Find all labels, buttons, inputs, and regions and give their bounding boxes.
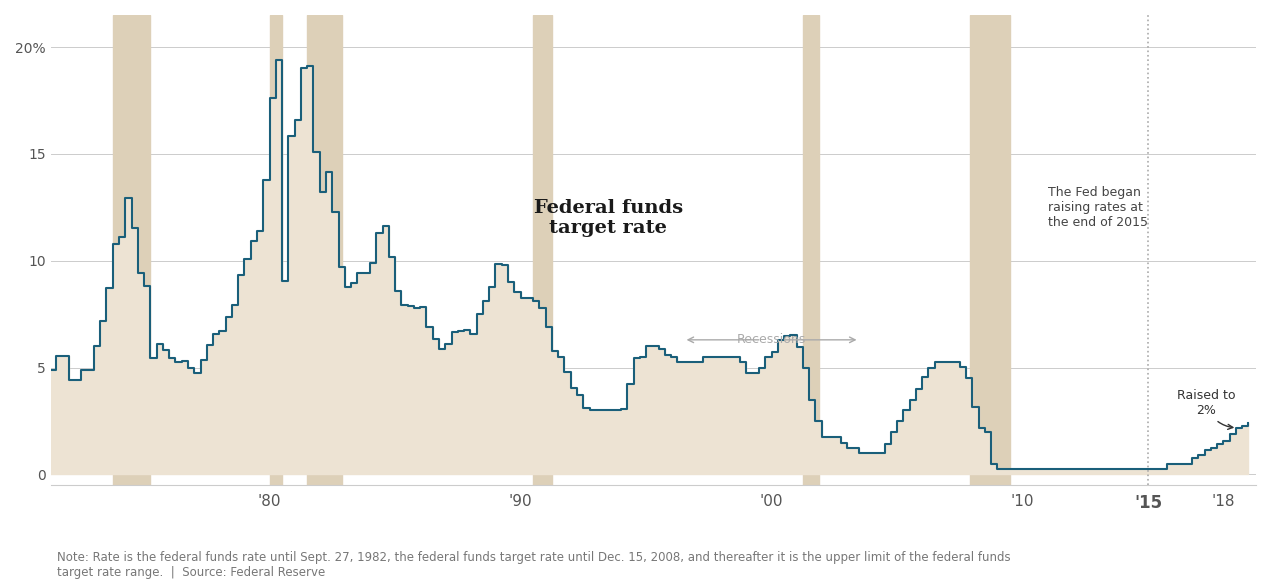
Text: Note: Rate is the federal funds rate until Sept. 27, 1982, the federal funds tar: Note: Rate is the federal funds rate unt… <box>57 551 1010 579</box>
Bar <box>533 15 552 485</box>
Bar <box>269 15 282 485</box>
Bar <box>803 15 820 485</box>
Bar <box>970 15 1010 485</box>
Text: Federal funds
target rate: Federal funds target rate <box>534 199 683 238</box>
Text: Recessions: Recessions <box>737 333 806 346</box>
Bar <box>308 15 342 485</box>
Text: The Fed began
raising rates at
the end of 2015: The Fed began raising rates at the end o… <box>1047 186 1148 229</box>
Bar <box>113 15 150 485</box>
Text: Raised to
2%: Raised to 2% <box>1177 389 1235 429</box>
